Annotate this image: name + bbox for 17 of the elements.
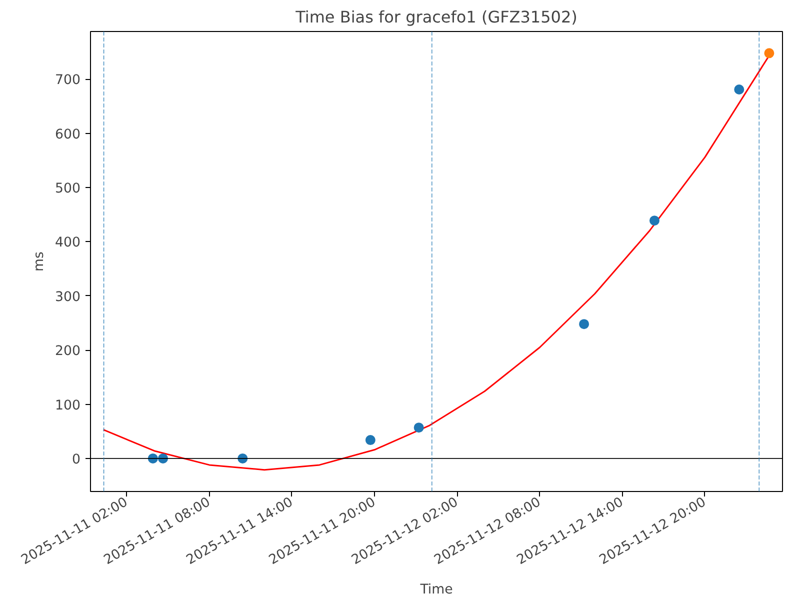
y-tick-label: 700 (55, 73, 81, 88)
chart-title: Time Bias for gracefo1 (GFZ31502) (294, 8, 578, 26)
y-tick-label: 0 (72, 452, 81, 468)
point (649, 216, 660, 226)
y-tick-label: 500 (55, 182, 81, 197)
point (414, 422, 424, 433)
point (365, 435, 376, 446)
y-tick-label: 100 (55, 398, 81, 414)
point (734, 84, 744, 94)
point (579, 319, 590, 330)
y-tick-label: 300 (55, 290, 81, 305)
y-tick-label: 200 (55, 344, 81, 360)
point (764, 48, 774, 58)
x-axis-title: Time (419, 582, 453, 598)
y-tick-label: 400 (55, 236, 81, 251)
y-axis-title: ms (32, 251, 48, 272)
y-tick-label: 600 (55, 127, 81, 142)
